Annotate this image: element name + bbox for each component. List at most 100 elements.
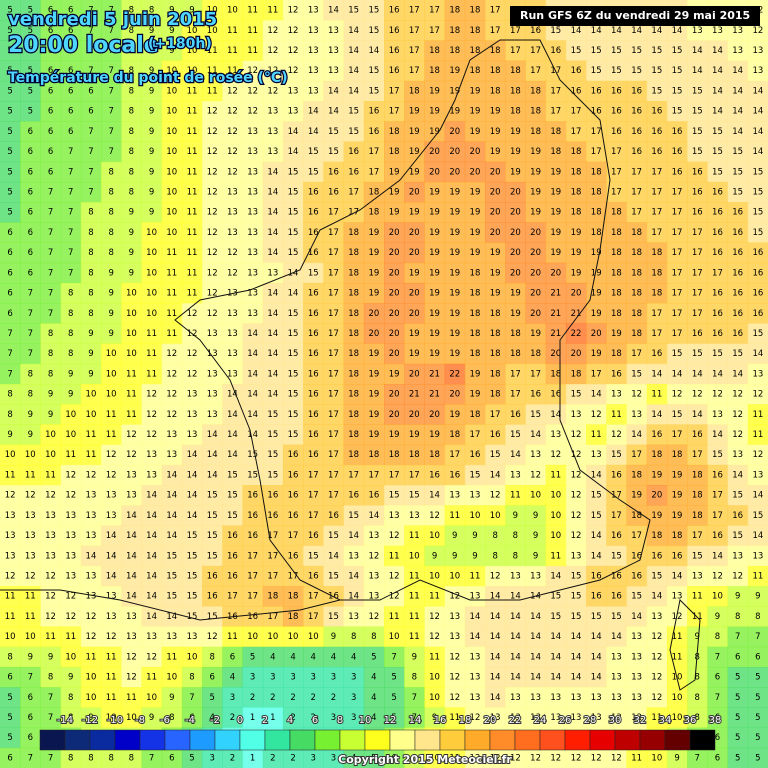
grid-cell [525, 222, 547, 244]
grid-cell [101, 222, 122, 244]
grid-cell [20, 141, 41, 163]
grid-value: 8 [129, 167, 134, 177]
grid-cell [202, 101, 223, 122]
legend-tick-label: 18 [459, 715, 472, 726]
grid-cell [0, 40, 21, 62]
grid-cell [565, 222, 587, 244]
grid-value: 13 [187, 410, 198, 420]
grid-value: 16 [651, 147, 662, 157]
grid-value: 7 [88, 188, 93, 198]
grid-value: 19 [510, 147, 521, 157]
grid-value: 14 [187, 450, 198, 460]
grid-value: 14 [732, 107, 743, 117]
grid-value: 15 [692, 147, 703, 157]
grid-value: 9 [68, 673, 73, 683]
grid-value: 7 [48, 693, 53, 703]
grid-value: 19 [470, 248, 481, 258]
grid-value: 8 [68, 753, 73, 763]
grid-cell [464, 141, 486, 163]
grid-value: 17 [409, 46, 420, 56]
grid-value: 14 [732, 66, 743, 76]
grid-value: 7 [88, 66, 93, 76]
grid-value: 8 [129, 188, 134, 198]
grid-cell [101, 141, 122, 163]
grid-value: 20 [409, 309, 420, 319]
legend-swatch [439, 729, 466, 751]
grid-value: 18 [449, 430, 460, 440]
grid-value: 19 [470, 107, 481, 117]
grid-value: 13 [187, 390, 198, 400]
grid-cell [565, 161, 587, 183]
grid-cell [505, 181, 526, 203]
grid-cell [121, 282, 142, 304]
grid-value: 16 [227, 531, 238, 541]
grid-value: 6 [68, 66, 73, 76]
grid-value: 18 [530, 127, 541, 137]
grid-value: 12 [65, 612, 76, 622]
grid-value: 19 [490, 147, 501, 157]
grid-value: 19 [530, 147, 541, 157]
grid-value: 20 [490, 167, 501, 177]
grid-value: 17 [328, 208, 339, 218]
grid-value: 15 [672, 410, 683, 420]
grid-cell [747, 121, 768, 142]
grid-value: 17 [247, 572, 258, 582]
grid-cell [80, 181, 102, 203]
legend-swatch [189, 729, 216, 751]
grid-value: 15 [368, 26, 379, 36]
grid-value: 3 [230, 693, 235, 703]
grid-value: 7 [108, 147, 113, 157]
grid-cell [687, 80, 708, 102]
legend-tick-label: 24 [534, 715, 547, 726]
grid-cell [666, 262, 688, 284]
grid-cell [181, 40, 203, 62]
grid-cell [565, 181, 587, 203]
grid-cell [505, 222, 526, 244]
grid-cell [141, 181, 163, 203]
grid-cell [444, 121, 466, 142]
grid-cell [80, 161, 102, 183]
grid-value: 18 [409, 450, 420, 460]
grid-cell [282, 181, 304, 203]
grid-value: 9 [7, 430, 12, 440]
grid-cell [525, 262, 547, 284]
grid-cell [343, 20, 365, 41]
grid-cell [646, 60, 668, 82]
grid-value: 6 [28, 248, 33, 258]
grid-value: 8 [88, 289, 93, 299]
grid-value: 19 [449, 107, 460, 117]
grid-value: 10 [672, 693, 683, 703]
grid-cell [363, 222, 385, 244]
grid-value: 13 [368, 531, 379, 541]
grid-cell [424, 282, 446, 304]
grid-value: 17 [267, 551, 278, 561]
grid-value: 18 [611, 208, 622, 218]
grid-value: 15 [732, 147, 743, 157]
grid-value: 18 [692, 491, 703, 501]
grid-cell [323, 303, 345, 324]
grid-value: 19 [368, 410, 379, 420]
grid-value: 11 [166, 268, 177, 278]
grid-cell [161, 121, 183, 142]
grid-value: 9 [149, 46, 154, 56]
grid-value: 16 [712, 248, 723, 258]
grid-cell [606, 242, 628, 264]
grid-value: 11 [86, 652, 97, 662]
grid-value: 7 [48, 248, 53, 258]
grid-value: 16 [712, 289, 723, 299]
grid-value: 5 [735, 673, 740, 683]
grid-cell [424, 222, 446, 244]
grid-cell [161, 242, 183, 264]
grid-value: 8 [108, 753, 113, 763]
grid-value: 3 [311, 753, 316, 763]
grid-value: 14 [490, 693, 501, 703]
grid-value: 11 [166, 289, 177, 299]
grid-value: 18 [348, 410, 359, 420]
grid-value: 3 [351, 673, 356, 683]
grid-value: 14 [752, 349, 763, 359]
grid-value: 5 [7, 713, 12, 723]
grid-value: 16 [470, 450, 481, 460]
grid-value: 9 [149, 66, 154, 76]
grid-value: 14 [267, 349, 278, 359]
grid-value: 12 [732, 390, 743, 400]
